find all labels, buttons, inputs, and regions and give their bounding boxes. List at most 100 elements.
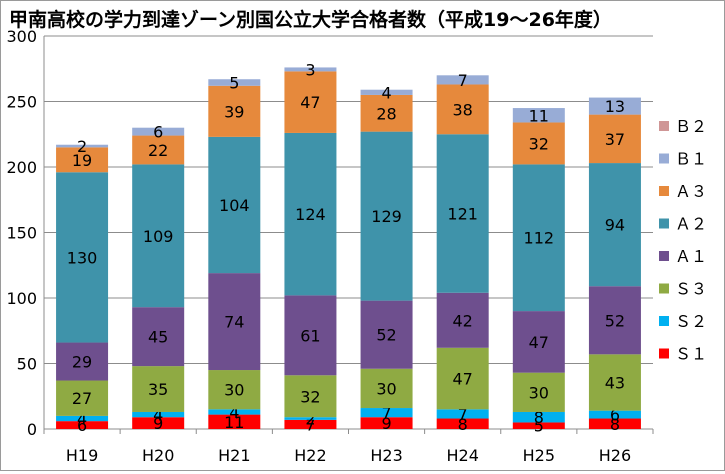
data-label: 13 — [605, 97, 625, 116]
bar-segment — [588, 286, 641, 355]
bar-segment — [360, 89, 413, 95]
data-label: 5 — [229, 74, 239, 93]
bar-segment — [360, 417, 413, 429]
data-label: 47 — [453, 370, 473, 389]
data-label: 9 — [381, 414, 391, 433]
x-tick-label: H24 — [446, 446, 478, 465]
data-label: 19 — [72, 151, 92, 170]
data-label: 4 — [229, 403, 239, 422]
bar-segment — [588, 418, 641, 429]
data-label: 39 — [224, 102, 244, 121]
data-label: 38 — [453, 100, 473, 119]
data-label: 6 — [77, 416, 87, 435]
y-tick-label: 150 — [6, 224, 37, 243]
bar-segment — [512, 422, 565, 429]
x-tick-label: H20 — [142, 446, 174, 465]
data-label: 47 — [300, 93, 320, 112]
bar-segment — [512, 372, 565, 412]
legend-label: Ｓ３ — [675, 280, 707, 299]
data-label: 35 — [148, 380, 168, 399]
bar-segment — [436, 134, 489, 293]
y-tick-label: 0 — [27, 420, 37, 439]
bar-segment — [284, 132, 337, 296]
bar-segment — [132, 417, 185, 429]
data-label: 6 — [610, 406, 620, 425]
legend-swatch — [659, 283, 669, 294]
bar-segment — [208, 273, 261, 371]
bar-segment — [56, 380, 109, 416]
bar-segment — [512, 311, 565, 373]
data-label: 30 — [224, 381, 244, 400]
bar-segment — [360, 131, 413, 301]
legend-label: Ｓ１ — [675, 345, 707, 364]
bar-segment — [588, 163, 641, 287]
data-label: 94 — [605, 216, 625, 235]
bar-segment — [56, 144, 109, 148]
y-tick-label: 300 — [6, 27, 37, 46]
bar-segment — [56, 421, 109, 429]
x-tick-label: H19 — [66, 446, 98, 465]
data-label: 8 — [458, 415, 468, 434]
data-label: 42 — [453, 311, 473, 330]
bar-segment — [360, 368, 413, 409]
data-label: 4 — [153, 406, 163, 425]
chart-title: 甲南高校の学力到達ゾーン別国公立大学合格者数（平成19〜26年度） — [9, 9, 612, 31]
bar-segment — [132, 135, 185, 165]
bar-segment — [132, 307, 185, 367]
legend-label: Ｓ２ — [675, 312, 707, 331]
data-label: 52 — [376, 326, 396, 345]
bar-segment — [132, 127, 185, 136]
data-label: 30 — [529, 383, 549, 402]
data-label: 61 — [300, 326, 320, 345]
data-label: 7 — [305, 415, 315, 434]
x-tick-label: H23 — [370, 446, 402, 465]
bar-segment — [132, 366, 185, 412]
bar-segment — [588, 410, 641, 419]
y-tick-label: 250 — [6, 93, 37, 112]
data-label: 22 — [148, 141, 168, 160]
legend-label: Ｂ２ — [675, 117, 707, 136]
data-label: 121 — [447, 205, 478, 224]
data-label: 9 — [153, 414, 163, 433]
y-tick-label: 100 — [6, 289, 37, 308]
bar-segment — [436, 84, 489, 135]
data-label: 8 — [534, 408, 544, 427]
bar-segment — [512, 164, 565, 312]
bar-segment — [588, 97, 641, 115]
data-label: 28 — [376, 104, 396, 123]
data-label: 32 — [300, 387, 320, 406]
legend-swatch — [659, 316, 669, 326]
data-label: 112 — [524, 229, 555, 248]
bar-segment — [436, 418, 489, 429]
data-label: 104 — [219, 196, 250, 215]
data-label: 7 — [458, 405, 468, 424]
bar-segment — [208, 85, 261, 137]
data-label: 30 — [376, 379, 396, 398]
bar-segment — [512, 411, 565, 423]
bar-segment — [512, 122, 565, 165]
data-label: 11 — [224, 413, 244, 432]
data-label: 37 — [605, 130, 625, 149]
data-label: 3 — [305, 60, 315, 79]
bar-segment — [56, 147, 109, 173]
data-label: 2 — [77, 137, 87, 156]
bar-segment — [360, 408, 413, 418]
bar-segment — [284, 67, 337, 72]
bar-segment — [436, 409, 489, 419]
data-label: 32 — [529, 134, 549, 153]
data-label: 124 — [295, 205, 326, 224]
legend-label: Ａ１ — [675, 247, 707, 266]
y-tick-label: 50 — [17, 355, 37, 374]
data-label: 43 — [605, 373, 625, 392]
data-label: 8 — [610, 415, 620, 434]
bar-segment — [208, 409, 261, 415]
bar-segment — [436, 75, 489, 85]
bar-segment — [360, 94, 413, 132]
legend-swatch — [659, 121, 669, 131]
data-label: 11 — [529, 106, 549, 125]
legend-swatch — [659, 251, 669, 261]
legend-label: Ａ３ — [675, 182, 707, 201]
y-tick-label: 200 — [6, 158, 37, 177]
bar-segment — [588, 114, 641, 164]
